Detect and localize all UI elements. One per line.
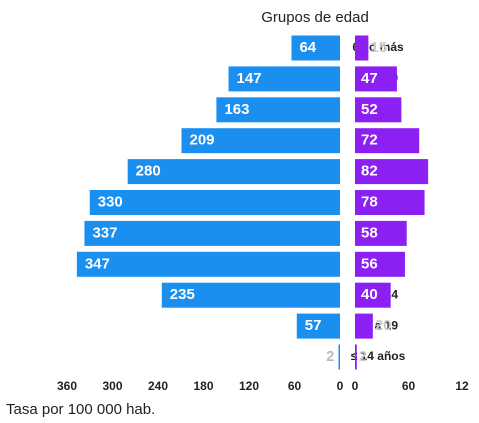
value-label: 347 (85, 255, 110, 272)
bar-right (355, 128, 420, 154)
bar-right (355, 313, 373, 339)
x-tick-label: 300 (102, 379, 122, 393)
x-tick-label: 60 (402, 379, 416, 393)
x-tick-label: 120 (239, 379, 259, 393)
value-label: 56 (361, 255, 378, 272)
bar-right (355, 66, 397, 92)
bar-left (296, 313, 340, 339)
bar-left (76, 251, 340, 277)
bar-left (161, 282, 340, 308)
x-axis-label: Tasa por 100 000 hab. (6, 401, 155, 418)
value-label: 58 (361, 224, 378, 241)
bar-right (355, 282, 391, 308)
bar-right (355, 97, 402, 123)
value-label: 52 (361, 101, 378, 118)
x-tick-label: 0 (337, 379, 344, 393)
value-label: 20 (375, 317, 392, 334)
category-label: ≤ 14 años (351, 349, 406, 363)
x-tick-label: 180 (193, 379, 213, 393)
value-label: 235 (170, 286, 195, 303)
x-tick-label: 240 (148, 379, 168, 393)
bar-left (89, 190, 340, 215)
value-label: 57 (305, 317, 322, 334)
value-label: 82 (361, 163, 378, 180)
bar-left (216, 97, 340, 123)
x-tick-label: 12 (455, 379, 469, 393)
chart-title: Grupos de edad (261, 9, 369, 26)
value-label: 147 (237, 70, 262, 87)
bar-right (355, 220, 407, 246)
bar-left (181, 128, 340, 154)
bar-left (127, 159, 341, 185)
value-label: 47 (361, 70, 378, 87)
bar-right (355, 35, 369, 61)
bar-right (355, 251, 405, 277)
value-label: 163 (224, 101, 249, 118)
x-tick-label: 60 (288, 379, 302, 393)
bar-left (338, 344, 340, 370)
bar-right (355, 190, 425, 215)
value-label: 40 (361, 286, 378, 303)
bar-left (228, 66, 340, 92)
bar-left (84, 220, 340, 246)
bar-right (355, 344, 357, 370)
value-label: 337 (92, 224, 117, 241)
value-label: 78 (361, 193, 378, 210)
value-label: 280 (136, 163, 161, 180)
value-label: 64 (299, 39, 316, 56)
value-label: 2 (359, 348, 367, 365)
x-tick-label: 0 (352, 379, 359, 393)
value-label: 15 (370, 39, 387, 56)
value-label: 2 (326, 348, 334, 365)
value-label: 330 (98, 193, 123, 210)
bar-right (355, 159, 429, 185)
x-tick-label: 360 (57, 379, 77, 393)
value-label: 209 (190, 132, 215, 149)
value-label: 72 (361, 132, 378, 149)
bar-left (291, 35, 340, 61)
